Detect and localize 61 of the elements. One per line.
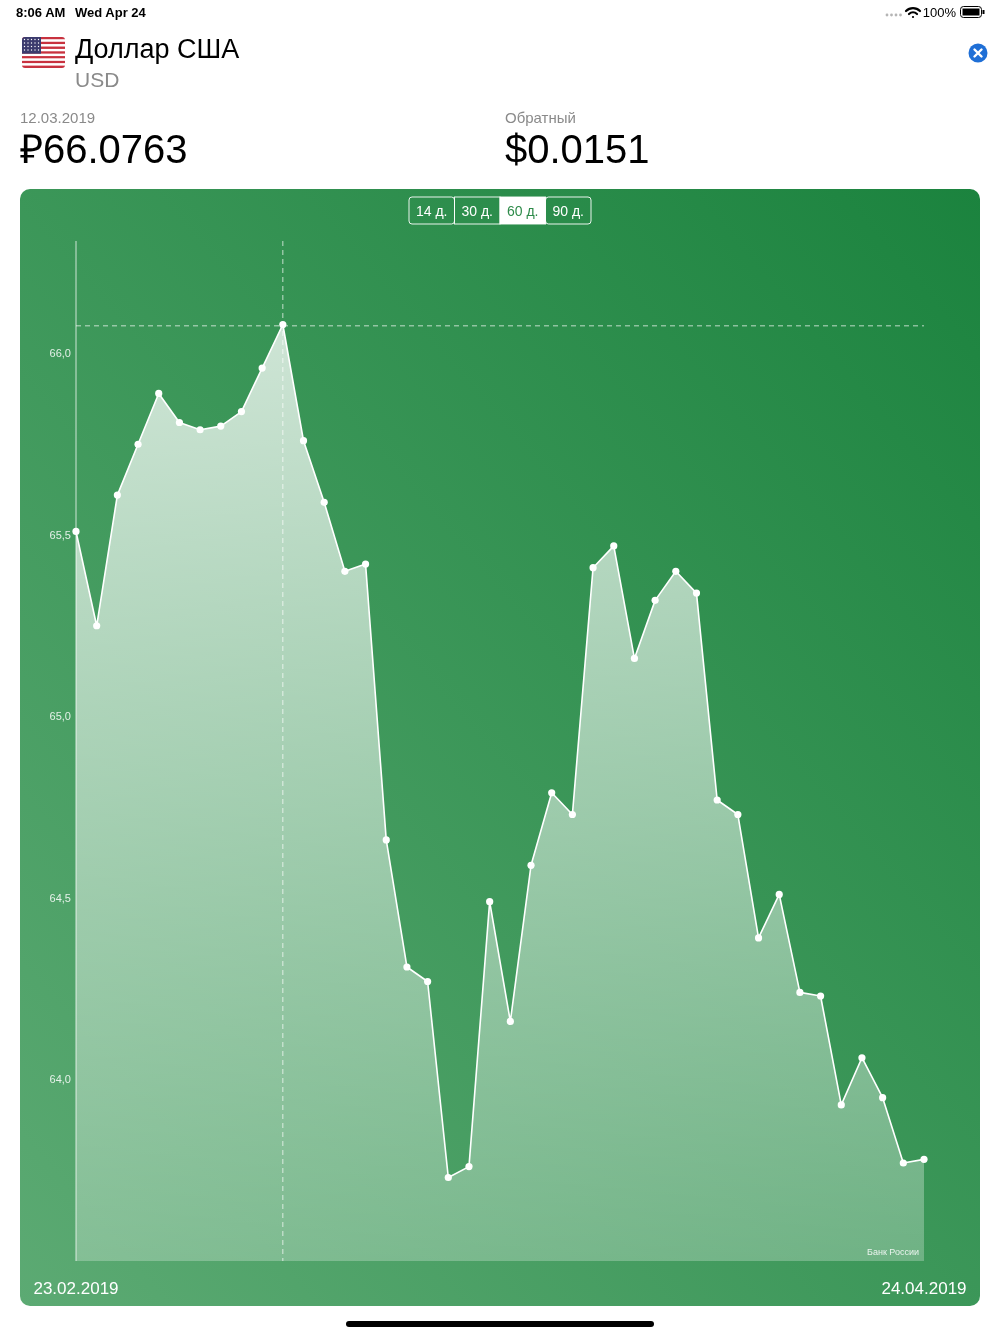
point: [237, 408, 246, 416]
text: 14 д.: [415, 202, 448, 219]
point: [506, 1017, 514, 1026]
text: 8:06 AM: [16, 5, 66, 20]
text: 12.03.2019: [20, 109, 96, 126]
point: [734, 810, 742, 819]
point: [692, 589, 701, 597]
text: ₽66.0763: [20, 127, 188, 171]
point: [796, 988, 804, 996]
point: [589, 564, 597, 572]
point: [651, 596, 659, 604]
point: [486, 898, 494, 906]
point: [196, 426, 204, 434]
point: [341, 567, 349, 575]
point: [320, 498, 328, 506]
point: [837, 1101, 845, 1109]
text: 60 д.: [506, 202, 539, 219]
point: [548, 789, 556, 797]
point: [858, 1054, 866, 1062]
point: [134, 440, 142, 448]
x-tick-label: 24.04.2019: [881, 1279, 967, 1298]
point: [920, 1155, 928, 1163]
point: [258, 364, 266, 372]
text: Обратный: [505, 109, 576, 126]
text: Wed Apr 24: [75, 5, 147, 20]
point: [403, 963, 411, 971]
point: [899, 1159, 907, 1167]
point: [444, 1173, 452, 1182]
y-tick-label: 64,0: [49, 1073, 71, 1086]
point: [610, 542, 618, 550]
point: [93, 622, 101, 630]
point: [816, 992, 825, 1000]
annotation: Банк России: [867, 1247, 919, 1257]
point: [217, 422, 225, 430]
point: [672, 567, 680, 575]
point: [424, 977, 432, 986]
text: 100%: [922, 5, 957, 20]
x-tick-label: 23.02.2019: [33, 1279, 119, 1298]
point: [361, 560, 370, 568]
point: [754, 934, 763, 942]
point: [527, 861, 535, 869]
point: [113, 491, 121, 499]
point: [175, 418, 184, 427]
point: [775, 890, 783, 898]
point: [299, 437, 308, 445]
chart-subtitle: USD: [75, 68, 120, 91]
y-tick-label: 65,5: [49, 528, 71, 541]
y-tick-label: 64,5: [49, 891, 71, 904]
point: [630, 654, 639, 663]
chart-title: Доллар США: [75, 34, 240, 64]
point: [713, 796, 721, 804]
point: [155, 389, 163, 398]
y-tick-label: 65,0: [49, 710, 71, 723]
text: $0.0151: [505, 127, 650, 171]
point: [568, 810, 576, 819]
point: [879, 1094, 887, 1102]
point: [382, 836, 390, 844]
text: 30 д.: [461, 202, 494, 219]
y-tick-label: 66,0: [49, 347, 71, 360]
text: 90 д.: [552, 202, 585, 219]
point: [465, 1163, 473, 1171]
